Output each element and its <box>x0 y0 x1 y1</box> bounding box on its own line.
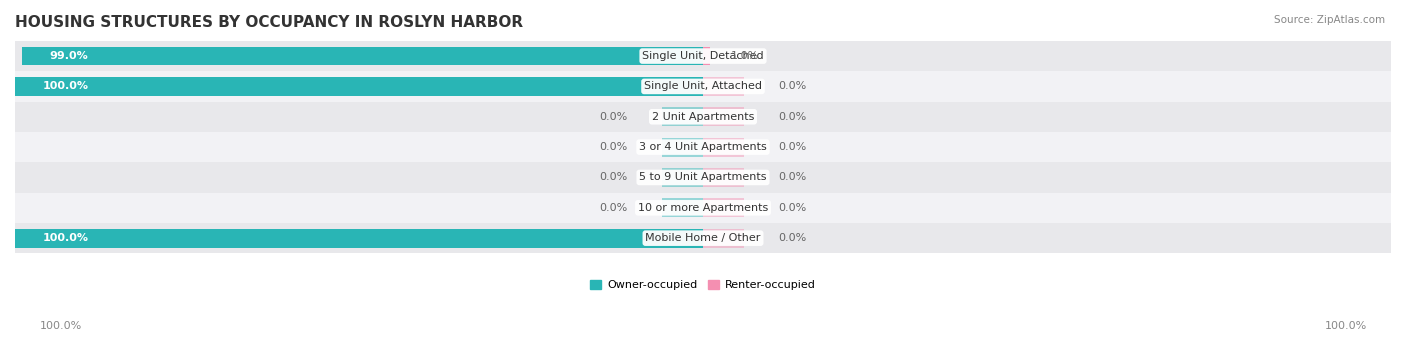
Text: 0.0%: 0.0% <box>779 142 807 152</box>
Bar <box>15 193 1391 223</box>
Bar <box>703 229 744 248</box>
Text: 0.0%: 0.0% <box>779 81 807 91</box>
Text: 3 or 4 Unit Apartments: 3 or 4 Unit Apartments <box>640 142 766 152</box>
Bar <box>22 47 703 65</box>
Bar <box>703 77 744 96</box>
Text: 0.0%: 0.0% <box>779 112 807 122</box>
Text: HOUSING STRUCTURES BY OCCUPANCY IN ROSLYN HARBOR: HOUSING STRUCTURES BY OCCUPANCY IN ROSLY… <box>15 15 523 30</box>
Bar <box>703 47 710 65</box>
Bar <box>662 198 703 217</box>
Bar <box>703 107 744 126</box>
Bar <box>703 198 744 217</box>
Text: 100.0%: 100.0% <box>39 321 82 331</box>
Bar <box>15 229 703 248</box>
Text: 0.0%: 0.0% <box>779 203 807 213</box>
Text: 10 or more Apartments: 10 or more Apartments <box>638 203 768 213</box>
Bar <box>15 41 1391 71</box>
Bar <box>15 132 1391 162</box>
Text: Single Unit, Attached: Single Unit, Attached <box>644 81 762 91</box>
Legend: Owner-occupied, Renter-occupied: Owner-occupied, Renter-occupied <box>586 275 820 295</box>
Text: 100.0%: 100.0% <box>42 233 89 243</box>
Bar <box>662 107 703 126</box>
Bar <box>703 168 744 187</box>
Bar <box>15 71 1391 102</box>
Text: 100.0%: 100.0% <box>42 81 89 91</box>
Text: 5 to 9 Unit Apartments: 5 to 9 Unit Apartments <box>640 173 766 182</box>
Text: 1.0%: 1.0% <box>731 51 759 61</box>
Text: 0.0%: 0.0% <box>599 173 627 182</box>
Text: Mobile Home / Other: Mobile Home / Other <box>645 233 761 243</box>
Bar <box>15 77 703 96</box>
Bar <box>703 138 744 157</box>
Text: 0.0%: 0.0% <box>779 233 807 243</box>
Text: 2 Unit Apartments: 2 Unit Apartments <box>652 112 754 122</box>
Text: Single Unit, Detached: Single Unit, Detached <box>643 51 763 61</box>
Text: 0.0%: 0.0% <box>599 203 627 213</box>
Text: Source: ZipAtlas.com: Source: ZipAtlas.com <box>1274 15 1385 25</box>
Text: 0.0%: 0.0% <box>599 142 627 152</box>
Bar <box>662 138 703 157</box>
Bar <box>15 223 1391 253</box>
Bar <box>662 168 703 187</box>
Text: 99.0%: 99.0% <box>49 51 89 61</box>
Text: 100.0%: 100.0% <box>1324 321 1367 331</box>
Bar <box>15 162 1391 193</box>
Text: 0.0%: 0.0% <box>779 173 807 182</box>
Text: 0.0%: 0.0% <box>599 112 627 122</box>
Bar <box>15 102 1391 132</box>
